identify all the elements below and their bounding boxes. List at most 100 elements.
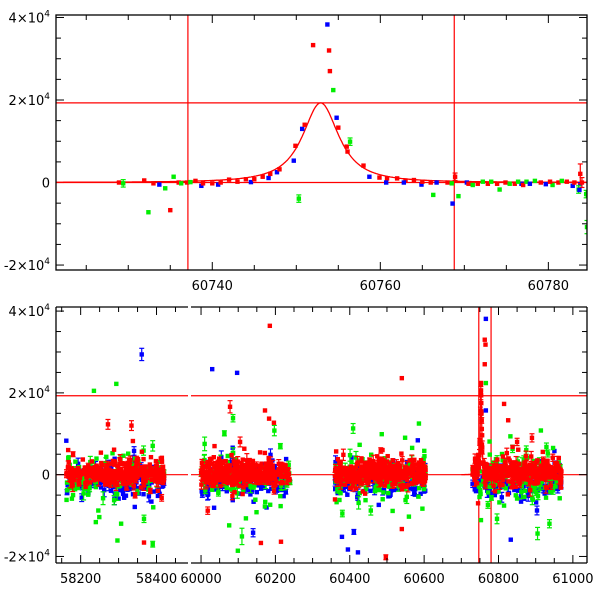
data-point-b [79, 495, 84, 500]
model-curve [56, 102, 587, 183]
data-point-b [349, 455, 354, 460]
y-tick-label-1: 2×104 [9, 92, 51, 109]
data-point-r [257, 463, 263, 468]
data-point-r [345, 471, 350, 476]
data-point-r [394, 176, 400, 181]
data-point-r [354, 470, 360, 475]
data-point-g [111, 497, 117, 503]
data-point-r [208, 468, 214, 473]
data-point-g [188, 179, 193, 185]
data-point-r [240, 491, 245, 497]
data-point-b [533, 500, 539, 505]
data-point-r [225, 466, 230, 472]
data-point-r [155, 469, 160, 474]
data-point-r [384, 476, 390, 481]
data-point-r [385, 453, 390, 459]
data-point-b [146, 494, 152, 499]
data-point-r [452, 174, 458, 179]
data-point-r [423, 467, 428, 473]
data-point-g [335, 487, 340, 492]
data-point-r [241, 464, 246, 469]
data-point-r [353, 486, 359, 491]
data-point-r [158, 473, 163, 479]
data-point-g [86, 492, 91, 497]
data-point-g [476, 484, 482, 489]
x-tick-label-1: 60760 [360, 279, 401, 294]
data-point-g [347, 453, 353, 458]
data-point-r [247, 457, 252, 463]
data-point-b [142, 485, 148, 490]
data-point-g [349, 459, 354, 465]
data-point-g [93, 519, 99, 525]
data-point-g [336, 489, 342, 494]
y-tick-label-2: 0 [42, 177, 50, 192]
data-point-r [206, 464, 211, 469]
data-point-g [121, 181, 126, 186]
data-point-r [93, 464, 99, 470]
data-point-r [488, 465, 494, 471]
data-point-g [262, 504, 268, 509]
data-point-r [258, 479, 263, 485]
data-point-r [487, 476, 493, 482]
data-point-g [386, 490, 391, 496]
data-point-r [76, 480, 82, 486]
data-point-b [512, 487, 517, 493]
data-point-r [131, 483, 136, 489]
data-point-g [519, 484, 524, 489]
data-point-r [151, 181, 156, 186]
data-point-g [104, 454, 109, 460]
data-point-r [466, 181, 471, 186]
data-point-g [363, 497, 368, 503]
data-point-r [368, 472, 373, 477]
data-point-r [90, 467, 96, 472]
data-point-r [224, 463, 229, 469]
data-point-r [159, 478, 165, 483]
data-point-r [122, 470, 128, 476]
data-point-r [66, 459, 71, 465]
data-point-r [244, 462, 249, 468]
data-point-r [522, 460, 527, 465]
data-point-r [83, 484, 88, 490]
data-point-r [83, 480, 88, 486]
data-point-r [492, 470, 497, 476]
data-point-r [266, 480, 271, 485]
data-point-r [578, 171, 583, 177]
data-point-r [77, 469, 82, 474]
data-point-r [378, 460, 384, 465]
data-point-g [226, 523, 232, 528]
data-point-g [513, 493, 518, 498]
data-point-r [411, 177, 417, 183]
data-point-b [525, 489, 530, 495]
data-point-g [420, 506, 425, 511]
data-point-r [268, 470, 274, 475]
data-point-b [108, 488, 114, 493]
data-point-b [118, 487, 123, 492]
data-point-g [499, 451, 505, 457]
data-point-g [225, 453, 230, 459]
data-point-r [101, 474, 107, 480]
data-point-r [210, 483, 216, 489]
data-point-g [337, 497, 342, 503]
data-point-r [139, 449, 145, 454]
data-point-r [344, 144, 349, 149]
data-point-r [539, 476, 544, 482]
data-point-g [380, 497, 385, 502]
data-point-r [229, 468, 235, 473]
data-point-r [110, 477, 116, 483]
data-point-r [268, 171, 273, 177]
data-point-r [572, 180, 577, 185]
data-point-r [229, 452, 234, 458]
data-point-r [117, 456, 123, 462]
data-point-r [387, 464, 393, 470]
data-point-r [199, 468, 204, 473]
data-point-r [124, 481, 130, 486]
data-point-r [168, 207, 173, 213]
data-point-b [534, 508, 540, 513]
data-point-g [530, 495, 535, 501]
data-point-r [80, 457, 86, 462]
data-point-r [113, 482, 119, 487]
data-point-r [176, 180, 181, 185]
data-point-g [470, 182, 475, 188]
data-point-g [584, 224, 587, 230]
